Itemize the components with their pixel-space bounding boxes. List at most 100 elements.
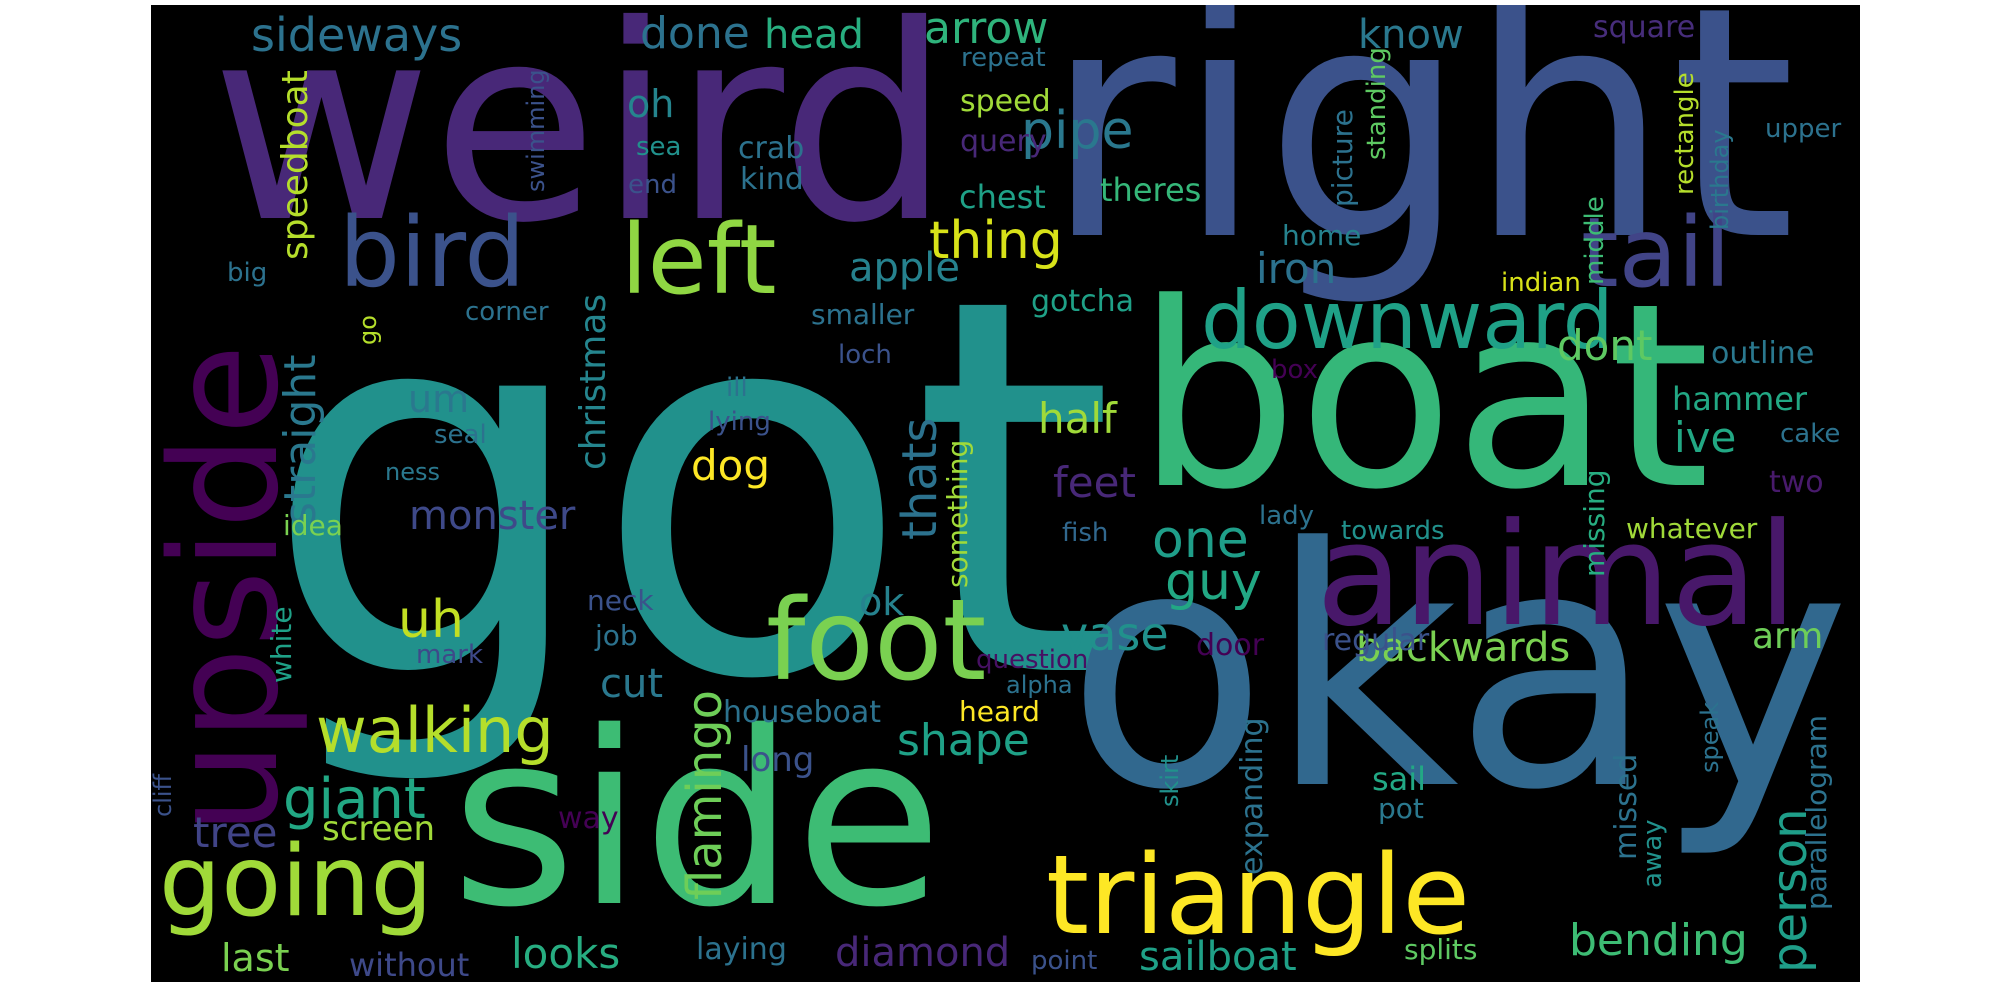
word-speak: speak: [1696, 701, 1724, 773]
word-walking: walking: [316, 694, 554, 767]
word-picture: picture: [1326, 109, 1359, 207]
word-boat: boat: [1136, 249, 1711, 546]
word-uh: uh: [398, 590, 464, 650]
word-feet: feet: [1053, 458, 1136, 507]
word-white: white: [265, 606, 298, 683]
word-gotcha: gotcha: [1031, 284, 1135, 319]
word-bird: bird: [339, 197, 526, 309]
word-swimming: swimming: [522, 69, 550, 192]
word-right: right: [1044, 5, 1796, 311]
word-standing: standing: [1362, 47, 1392, 160]
word-straight: straight: [275, 354, 326, 525]
word-towards: towards: [1341, 516, 1445, 546]
word-vase: vase: [1061, 607, 1169, 661]
word-long: long: [741, 740, 815, 780]
word-shape: shape: [897, 715, 1030, 766]
word-two: two: [1769, 465, 1824, 500]
word-smaller: smaller: [811, 298, 915, 331]
word-ok: ok: [859, 580, 905, 624]
word-something: something: [941, 439, 974, 588]
word-splits: splits: [1404, 933, 1478, 966]
word-ness: ness: [385, 458, 440, 486]
word-tail: tail: [1581, 197, 1731, 309]
word-point: point: [1031, 946, 1098, 976]
word-cliff: cliff: [151, 773, 177, 817]
word-repeat: repeat: [961, 43, 1046, 73]
word-giant: giant: [283, 767, 426, 832]
word-head: head: [764, 12, 864, 58]
word-home: home: [1282, 219, 1362, 252]
word-rectangle: rectangle: [1670, 72, 1700, 195]
word-animal: animal: [1316, 493, 1798, 658]
word-job: job: [595, 619, 638, 652]
word-sea: sea: [636, 132, 682, 162]
word-pipe: pipe: [1021, 101, 1134, 161]
word-tree: tree: [193, 808, 278, 857]
word-question: question: [976, 645, 1089, 675]
word-oh: oh: [627, 82, 675, 126]
word-sideways: sideways: [251, 8, 463, 62]
word-heard: heard: [959, 695, 1040, 728]
word-triangle: triangle: [1046, 831, 1471, 959]
word-lady: lady: [1259, 501, 1315, 531]
word-kind: kind: [740, 162, 804, 197]
word-outline: outline: [1711, 336, 1815, 371]
word-left: left: [621, 204, 777, 316]
word-missing: missing: [1578, 469, 1611, 577]
word-box: box: [1271, 355, 1318, 385]
word-foot: foot: [766, 576, 987, 706]
word-apple: apple: [849, 245, 961, 291]
word-houseboat: houseboat: [723, 695, 882, 730]
word-thing: thing: [929, 211, 1063, 271]
word-crab: crab: [738, 131, 805, 166]
word-pot: pot: [1378, 792, 1424, 825]
word-backwards: backwards: [1356, 625, 1571, 671]
word-query: query: [960, 124, 1047, 159]
word-guy: guy: [1165, 552, 1262, 612]
word-cloud: got right weird okay boat side upside an…: [151, 5, 1860, 982]
word-mark: mark: [416, 640, 484, 670]
word-end: end: [628, 170, 677, 200]
word-done: done: [640, 8, 750, 59]
word-speedboat: speedboat: [275, 70, 316, 260]
word-whatever: whatever: [1626, 512, 1758, 545]
word-idea: idea: [283, 509, 343, 542]
word-weird: weird: [211, 5, 951, 282]
word-without: without: [349, 946, 470, 982]
word-half: half: [1038, 394, 1117, 443]
word-birthday: birthday: [1706, 129, 1734, 230]
word-seal: seal: [434, 420, 487, 450]
word-way: way: [558, 801, 619, 836]
word-going: going: [159, 825, 433, 939]
word-loch: loch: [838, 340, 892, 370]
word-flamingo: flamingo: [677, 690, 733, 900]
word-upper: upper: [1765, 114, 1842, 144]
word-away: away: [1638, 819, 1668, 888]
word-regular: regular: [1322, 623, 1430, 658]
word-okay: okay: [1066, 478, 1851, 862]
word-square: square: [1593, 10, 1696, 45]
word-arm: arm: [1752, 616, 1824, 657]
word-ive: ive: [1674, 413, 1737, 462]
word-sail: sail: [1372, 760, 1427, 798]
word-arrow: arrow: [924, 5, 1049, 54]
word-downward: downward: [1201, 274, 1614, 367]
word-side: side: [451, 680, 943, 960]
word-cut: cut: [600, 661, 664, 707]
word-expanding: expanding: [1235, 717, 1270, 875]
word-alpha: alpha: [1006, 671, 1073, 699]
word-fish: fish: [1062, 518, 1109, 548]
word-lying: lying: [708, 407, 771, 437]
word-bending: bending: [1569, 915, 1748, 966]
word-thats: thats: [892, 417, 948, 540]
word-laying: laying: [696, 932, 787, 967]
word-chest: chest: [959, 178, 1046, 216]
word-door: door: [1196, 628, 1265, 663]
word-cake: cake: [1780, 419, 1841, 449]
word-big: big: [227, 258, 268, 288]
word-parallelogram: parallelogram: [1800, 714, 1833, 910]
word-monster: monster: [409, 493, 576, 539]
word-corner: corner: [465, 297, 549, 327]
word-dont: dont: [1557, 321, 1653, 370]
word-ill: ill: [726, 373, 748, 403]
